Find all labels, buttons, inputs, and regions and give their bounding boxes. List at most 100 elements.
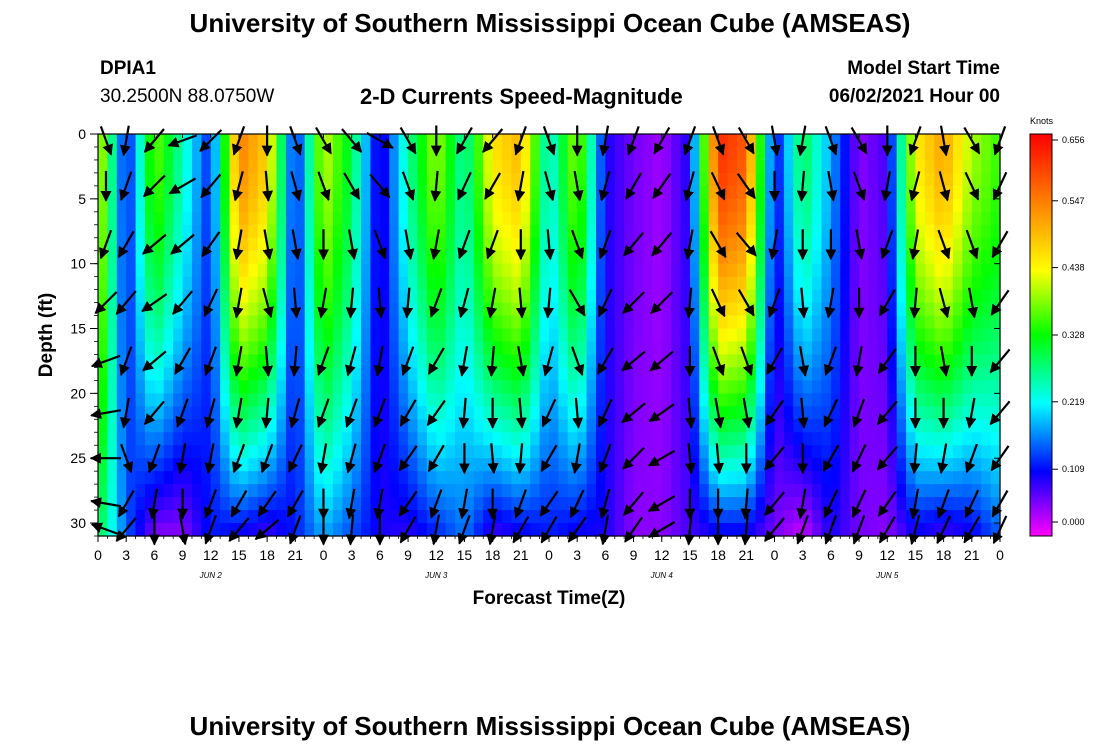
heatmap-cell — [210, 458, 221, 472]
heatmap-cell — [417, 237, 428, 252]
heatmap-cell — [586, 328, 597, 343]
heatmap-cell — [229, 354, 240, 369]
heatmap-cell — [267, 393, 278, 407]
heatmap-cell — [924, 134, 935, 148]
heatmap-cell — [126, 172, 137, 187]
heatmap-cell — [502, 328, 513, 343]
heatmap-cell — [163, 198, 174, 213]
heatmap-cell — [220, 484, 231, 498]
heatmap-cell — [577, 263, 588, 278]
heatmap-cell — [859, 419, 870, 433]
heatmap-cell — [257, 510, 268, 524]
heatmap-cell — [464, 393, 475, 407]
current-arrow — [119, 397, 131, 429]
heatmap-cell — [436, 341, 447, 356]
heatmap-cell — [971, 419, 982, 433]
heatmap-cell — [502, 211, 513, 226]
heatmap-cell — [567, 302, 578, 317]
heatmap-cell — [182, 380, 193, 394]
current-arrow — [317, 171, 331, 202]
heatmap-cell — [840, 146, 851, 161]
heatmap-cell — [455, 263, 466, 278]
heatmap-cell — [962, 523, 973, 537]
heatmap-cell — [830, 159, 841, 174]
heatmap-cell — [586, 341, 597, 356]
heatmap-cell — [868, 198, 879, 213]
heatmap-cell — [680, 445, 691, 459]
heatmap-cell — [304, 380, 315, 394]
heatmap-cell — [370, 237, 381, 252]
heatmap-cell — [426, 315, 437, 330]
heatmap-cell — [680, 198, 691, 213]
heatmap-cell — [361, 419, 372, 433]
x-tick-label: 18 — [710, 547, 726, 563]
heatmap-cell — [502, 302, 513, 317]
heatmap-cell — [173, 198, 184, 213]
heatmap-cell — [417, 134, 428, 148]
heatmap-cell — [98, 484, 108, 498]
heatmap-cell — [210, 224, 221, 239]
heatmap-cell — [238, 263, 249, 278]
heatmap-cell — [220, 224, 231, 239]
heatmap-cell — [398, 211, 409, 226]
heatmap-cell — [464, 341, 475, 356]
heatmap-cell — [426, 406, 437, 420]
heatmap-cell — [492, 484, 503, 498]
heatmap-cell — [163, 146, 174, 161]
heatmap-cell — [906, 354, 917, 369]
heatmap-cell — [962, 134, 973, 148]
heatmap-cell — [314, 146, 325, 161]
heatmap-cell — [586, 211, 597, 226]
x-tick-label: 21 — [513, 547, 529, 563]
heatmap-cell — [915, 276, 926, 291]
heatmap-cell — [248, 458, 259, 472]
heatmap-cell — [633, 198, 644, 213]
heatmap-cell — [755, 237, 766, 252]
heatmap-cell — [558, 237, 569, 252]
heatmap-cell — [379, 380, 390, 394]
heatmap-cell — [962, 159, 973, 174]
heatmap-cell — [436, 211, 447, 226]
heatmap-cell — [483, 523, 494, 537]
heatmap-cell — [530, 510, 541, 524]
heatmap-cell — [699, 367, 710, 381]
heatmap-cell — [201, 211, 212, 226]
current-arrow — [877, 347, 897, 375]
heatmap-cell — [906, 445, 917, 459]
heatmap-cell — [398, 406, 409, 420]
heatmap-cell — [520, 237, 531, 252]
heatmap-cell — [107, 211, 118, 226]
heatmap-cell — [859, 432, 870, 446]
heatmap-cell — [633, 185, 644, 200]
heatmap-cell — [107, 484, 118, 498]
heatmap-cell — [934, 497, 945, 511]
heatmap-cell — [736, 380, 747, 394]
heatmap-cell — [229, 523, 240, 537]
heatmap-cell — [953, 211, 964, 226]
heatmap-cell — [887, 393, 898, 407]
heatmap-cell — [549, 276, 559, 291]
heatmap-cell — [126, 237, 137, 252]
heatmap-cell — [633, 276, 644, 291]
heatmap-cell — [492, 341, 503, 356]
heatmap-cell — [971, 523, 982, 537]
heatmap-cell — [361, 367, 372, 381]
heatmap-cell — [934, 198, 945, 213]
heatmap-cell — [981, 393, 992, 407]
heatmap-cell — [962, 497, 973, 511]
heatmap-cell — [605, 458, 616, 472]
current-arrow — [909, 443, 921, 475]
heatmap-cell — [530, 250, 541, 265]
heatmap-cell — [210, 159, 221, 174]
heatmap-cell — [408, 497, 419, 511]
heatmap-cell — [727, 250, 738, 265]
heatmap-cell — [220, 276, 231, 291]
heatmap-cell — [191, 172, 202, 187]
heatmap-cell — [276, 159, 287, 174]
current-arrow — [90, 408, 121, 420]
current-arrow — [260, 443, 274, 474]
heatmap-cell — [229, 224, 240, 239]
heatmap-cell — [135, 354, 146, 369]
heatmap-cell — [539, 380, 550, 394]
heatmap-cell — [182, 367, 193, 381]
